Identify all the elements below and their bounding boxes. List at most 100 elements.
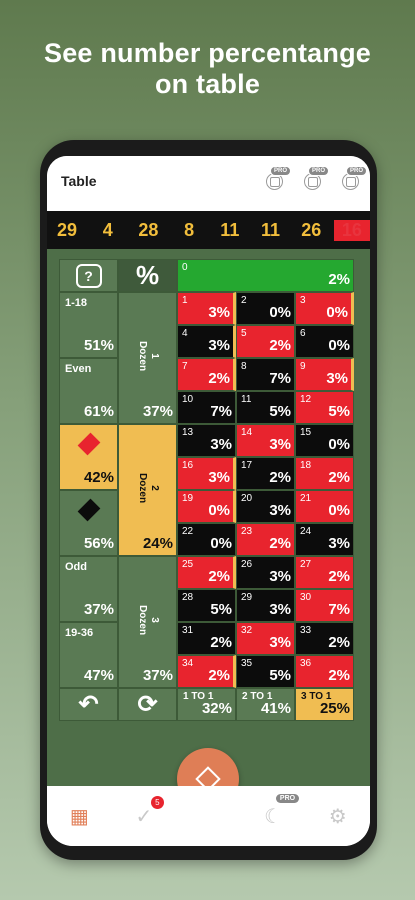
number-cell[interactable]: 2 0% [236,292,295,325]
number-cell[interactable]: 25 2% [177,556,236,589]
number-cell[interactable]: 7 2% [177,358,236,391]
number-label: 21 [300,493,312,504]
number-percent: 3% [269,502,291,519]
number-percent: 3% [269,601,291,618]
number-cell[interactable]: 28 5% [177,589,236,622]
number-cell[interactable]: 3 0% [295,292,354,325]
history-number: 26 [301,219,322,240]
number-cell[interactable]: 32 3% [236,622,295,655]
number-label: 0 [182,262,188,273]
number-label: 25 [182,559,194,570]
column-bet-2[interactable]: 2 TO 1 41% [236,688,295,721]
history-number: 29 [56,219,78,240]
number-cell[interactable]: 21 0% [295,490,354,523]
betting-grid: ? % 0 2% 1-18 51% Even 61% [59,259,354,721]
number-percent: 0% [269,304,291,321]
number-percent: 0% [328,337,350,354]
number-cell[interactable]: 12 5% [295,391,354,424]
number-percent: 2% [328,634,350,651]
nav-table-icon[interactable]: ▦ [69,806,89,828]
number-label: 32 [241,625,253,636]
nav-history-icon[interactable]: ✓ 5 [132,796,164,828]
number-label: 18 [300,460,312,471]
number-percent: 2% [269,469,291,486]
column-bet-3[interactable]: 3 TO 1 25% [295,688,354,721]
number-cell[interactable]: 33 2% [295,622,354,655]
number-cell[interactable]: 29 3% [236,589,295,622]
number-label: 2 [241,295,247,306]
number-cell[interactable]: 36 2% [295,655,354,688]
number-cell[interactable]: 9 3% [295,358,354,391]
bet-even[interactable]: Even 61% [59,358,118,424]
number-cell[interactable]: 14 3% [236,424,295,457]
number-cell[interactable]: 6 0% [295,325,354,358]
refresh-button[interactable]: ⟳ [118,688,177,721]
number-cell[interactable]: 23 2% [236,523,295,556]
pro-stats-icon[interactable]: PRO [264,166,292,190]
number-percent: 3% [328,535,350,552]
help-button[interactable]: ? [59,259,118,292]
number-cell[interactable]: 19 0% [177,490,236,523]
history-number: 16 [333,219,370,241]
bet-high[interactable]: 19-36 47% [59,622,118,688]
number-cell[interactable]: 11 5% [236,391,295,424]
number-cell[interactable]: 34 2% [177,655,236,688]
bet-low-percent: 51% [83,337,114,354]
undo-button[interactable]: ↶ [59,688,118,721]
number-cell[interactable]: 27 2% [295,556,354,589]
number-label: 31 [182,625,194,636]
number-percent: 2% [210,634,232,651]
number-cell[interactable]: 15 0% [295,424,354,457]
number-cell[interactable]: 4 3% [177,325,236,358]
pro-badge: PRO [270,166,292,176]
number-cell[interactable]: 10 7% [177,391,236,424]
pro-wheel-icon[interactable]: PRO [340,166,368,190]
dozen-2[interactable]: 2 Dozen 24% [118,424,177,556]
number-label: 7 [182,361,188,372]
number-cell[interactable]: 30 7% [295,589,354,622]
nav-night-icon[interactable]: ☾ PRO [261,794,300,828]
number-cell[interactable]: 16 3% [177,457,236,490]
number-percent: 2% [328,469,350,486]
number-zero[interactable]: 0 2% [177,259,354,292]
dozen-1-percent: 37% [142,403,173,420]
number-cell[interactable]: 18 2% [295,457,354,490]
number-cell[interactable]: 1 3% [177,292,236,325]
number-label: 3 [300,295,306,306]
number-label: 26 [241,559,253,570]
number-cell[interactable]: 8 7% [236,358,295,391]
column-bet-1[interactable]: 1 TO 1 32% [177,688,236,721]
number-cell[interactable]: 5 2% [236,325,295,358]
nav-settings-icon[interactable]: ⚙ [328,806,347,828]
number-percent: 3% [210,436,232,453]
number-percent: 0% [326,304,348,321]
percent-toggle-button[interactable]: % [118,259,177,292]
pro-tracker-icon[interactable]: PRO [302,166,330,190]
dozen-1[interactable]: 1 Dozen 37% [118,292,177,424]
number-cell[interactable]: 20 3% [236,490,295,523]
bet-red[interactable]: 42% [59,424,118,490]
number-cell[interactable]: 31 2% [177,622,236,655]
column-bet-label: 1 TO 1 [183,691,214,702]
history-number: 4 [102,219,113,240]
number-cell[interactable]: 24 3% [295,523,354,556]
number-cell[interactable]: 22 0% [177,523,236,556]
number-label: 13 [182,427,194,438]
history-number: 11 [220,219,240,240]
number-percent: 2% [208,667,230,684]
promo-headline-line2: on table [154,69,261,99]
number-cell[interactable]: 26 3% [236,556,295,589]
phone-frame: Table PRO PRO PRO 29 4 28 8 11 11 26 16 ? % 0 2… [40,140,377,860]
number-cell[interactable]: 13 3% [177,424,236,457]
number-label: 16 [182,460,194,471]
dozen-3[interactable]: 3 Dozen 37% [118,556,177,688]
number-cell[interactable]: 17 2% [236,457,295,490]
bet-low[interactable]: 1-18 51% [59,292,118,358]
bet-even-label: Even [65,363,92,375]
number-label: 4 [182,328,188,339]
number-cell[interactable]: 35 5% [236,655,295,688]
bet-odd[interactable]: Odd 37% [59,556,118,622]
history-number: 8 [184,219,195,240]
bet-black[interactable]: 56% [59,490,118,556]
number-label: 22 [182,526,194,537]
